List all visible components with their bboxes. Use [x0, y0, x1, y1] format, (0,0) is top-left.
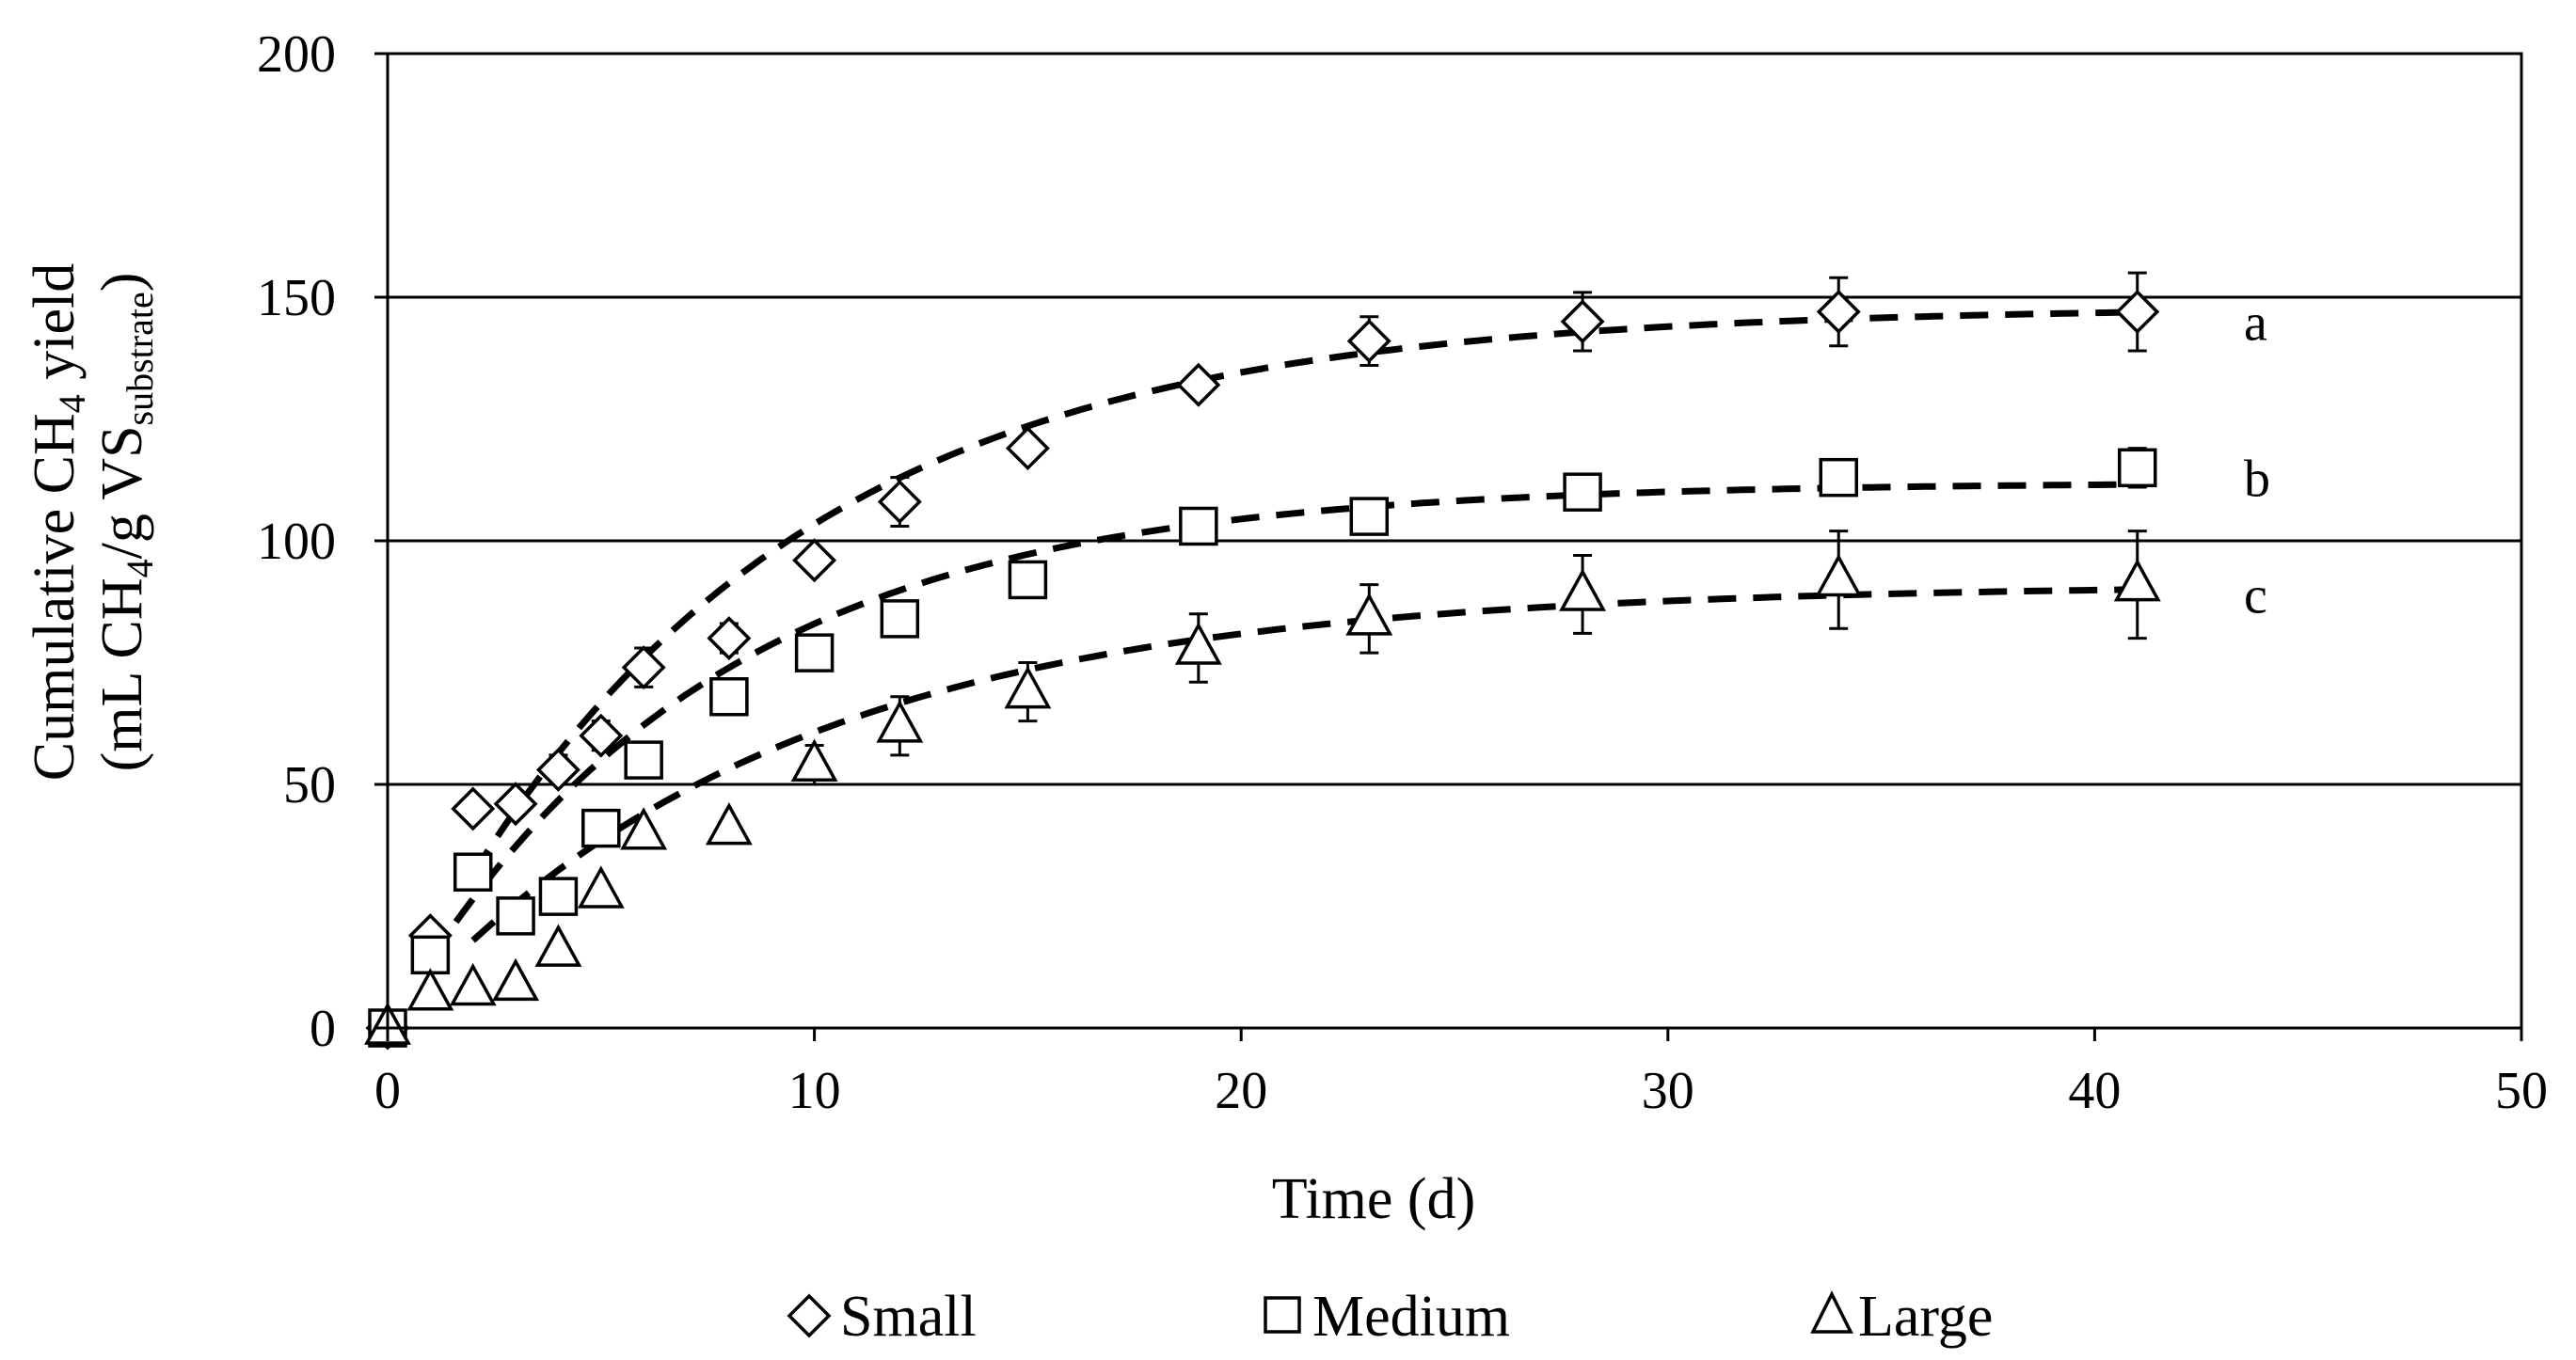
- triangle-marker: [2113, 558, 2161, 602]
- square-marker: [538, 877, 579, 916]
- gridlines: [388, 295, 2521, 786]
- diamond-marker: [451, 786, 496, 831]
- square-marker: [794, 633, 835, 672]
- square-marker: [1563, 472, 1602, 512]
- square-marker: [1349, 497, 1390, 536]
- diamond-icon: [787, 1293, 832, 1338]
- annotation-c: c: [2244, 567, 2267, 625]
- y-tick-label: 50: [283, 756, 336, 814]
- annotation-a: a: [2244, 294, 2267, 353]
- diamond-marker: [621, 645, 666, 690]
- diamond-marker: [1816, 290, 1861, 335]
- square-marker: [880, 599, 920, 639]
- triangle-marker: [876, 700, 924, 743]
- diamond-marker: [1346, 319, 1391, 364]
- x-tick-label: 50: [2495, 1062, 2548, 1120]
- y-title-subscript: 4: [119, 559, 161, 577]
- triangle-marker: [790, 738, 838, 783]
- diamond-marker: [707, 616, 752, 661]
- y-axis-title-line2: (mL CH4/g VSsubstrate): [90, 273, 161, 772]
- fit-curve-small: [469, 308, 2138, 877]
- triangle-marker: [577, 865, 625, 909]
- y-title-text: ): [90, 273, 154, 293]
- annotation-b: b: [2244, 450, 2270, 508]
- diamond-marker: [493, 782, 538, 827]
- square-marker: [1819, 457, 1858, 498]
- square-marker: [624, 740, 663, 780]
- triangle-marker: [620, 807, 668, 850]
- legend: Small Medium Large: [787, 1285, 1993, 1349]
- y-tick-label: 200: [257, 25, 336, 84]
- square-marker: [2118, 448, 2157, 488]
- y-title-text: yield: [23, 263, 87, 394]
- triangle-marker: [1174, 622, 1222, 665]
- tick-labels: 0 50 100 150 200 0 10 20 30 40 50: [257, 25, 2548, 1120]
- diamond-marker: [792, 538, 837, 583]
- fit-curves: [427, 308, 2138, 961]
- triangle-icon: [1810, 1290, 1853, 1334]
- axes: [374, 52, 2523, 1041]
- error-bars: [549, 271, 2147, 786]
- series-annotations: a b c: [2244, 294, 2270, 625]
- triangle-marker: [449, 962, 497, 1006]
- square-marker: [453, 852, 493, 892]
- y-axis-title-line1: Cumulative CH4 yield: [23, 263, 93, 781]
- square-marker: [709, 677, 749, 717]
- y-title-text: (mL CH: [90, 577, 154, 771]
- x-tick-label: 10: [788, 1062, 841, 1120]
- triangle-marker: [1815, 553, 1863, 597]
- y-title-subscript: substrate: [119, 292, 161, 425]
- diamond-marker: [579, 713, 624, 758]
- legend-item-large: Large: [1810, 1285, 1993, 1349]
- legend-item-small: Small: [787, 1285, 977, 1349]
- fit-curve-medium: [427, 481, 2138, 961]
- x-tick-label: 30: [1642, 1062, 1694, 1120]
- diamond-marker: [877, 480, 922, 525]
- y-title-subscript: 4: [51, 394, 93, 413]
- triangle-marker: [406, 968, 454, 1011]
- legend-item-medium: Medium: [1264, 1285, 1510, 1349]
- diamond-marker: [1560, 299, 1605, 344]
- x-axis-title: Time (d): [1272, 1167, 1475, 1231]
- square-marker: [410, 935, 451, 975]
- y-tick-label: 0: [310, 1000, 336, 1058]
- data-markers: [364, 290, 2161, 1051]
- square-marker: [581, 808, 621, 848]
- square-marker: [496, 896, 535, 936]
- triangle-marker: [492, 957, 540, 1002]
- square-marker: [1179, 506, 1218, 546]
- square-marker: [1008, 560, 1048, 600]
- diamond-marker: [1005, 426, 1050, 471]
- y-tick-label: 150: [257, 269, 336, 327]
- y-title-text: Cumulative CH: [23, 413, 87, 781]
- triangle-marker: [1559, 568, 1607, 611]
- diamond-marker: [535, 747, 580, 792]
- x-tick-label: 0: [374, 1062, 401, 1120]
- triangle-marker: [705, 801, 753, 846]
- legend-label-large: Large: [1858, 1285, 1993, 1349]
- triangle-marker: [1345, 593, 1393, 636]
- legend-label-medium: Medium: [1312, 1285, 1510, 1349]
- x-tick-label: 40: [2068, 1062, 2121, 1120]
- legend-label-small: Small: [840, 1285, 977, 1349]
- y-title-text: /g VS: [90, 425, 154, 559]
- triangle-marker: [1004, 665, 1052, 709]
- triangle-marker: [534, 924, 582, 967]
- square-icon: [1264, 1296, 1301, 1334]
- y-tick-label: 100: [257, 513, 336, 571]
- x-tick-label: 20: [1215, 1062, 1267, 1120]
- diamond-marker: [2115, 290, 2160, 335]
- diamond-marker: [1176, 362, 1221, 407]
